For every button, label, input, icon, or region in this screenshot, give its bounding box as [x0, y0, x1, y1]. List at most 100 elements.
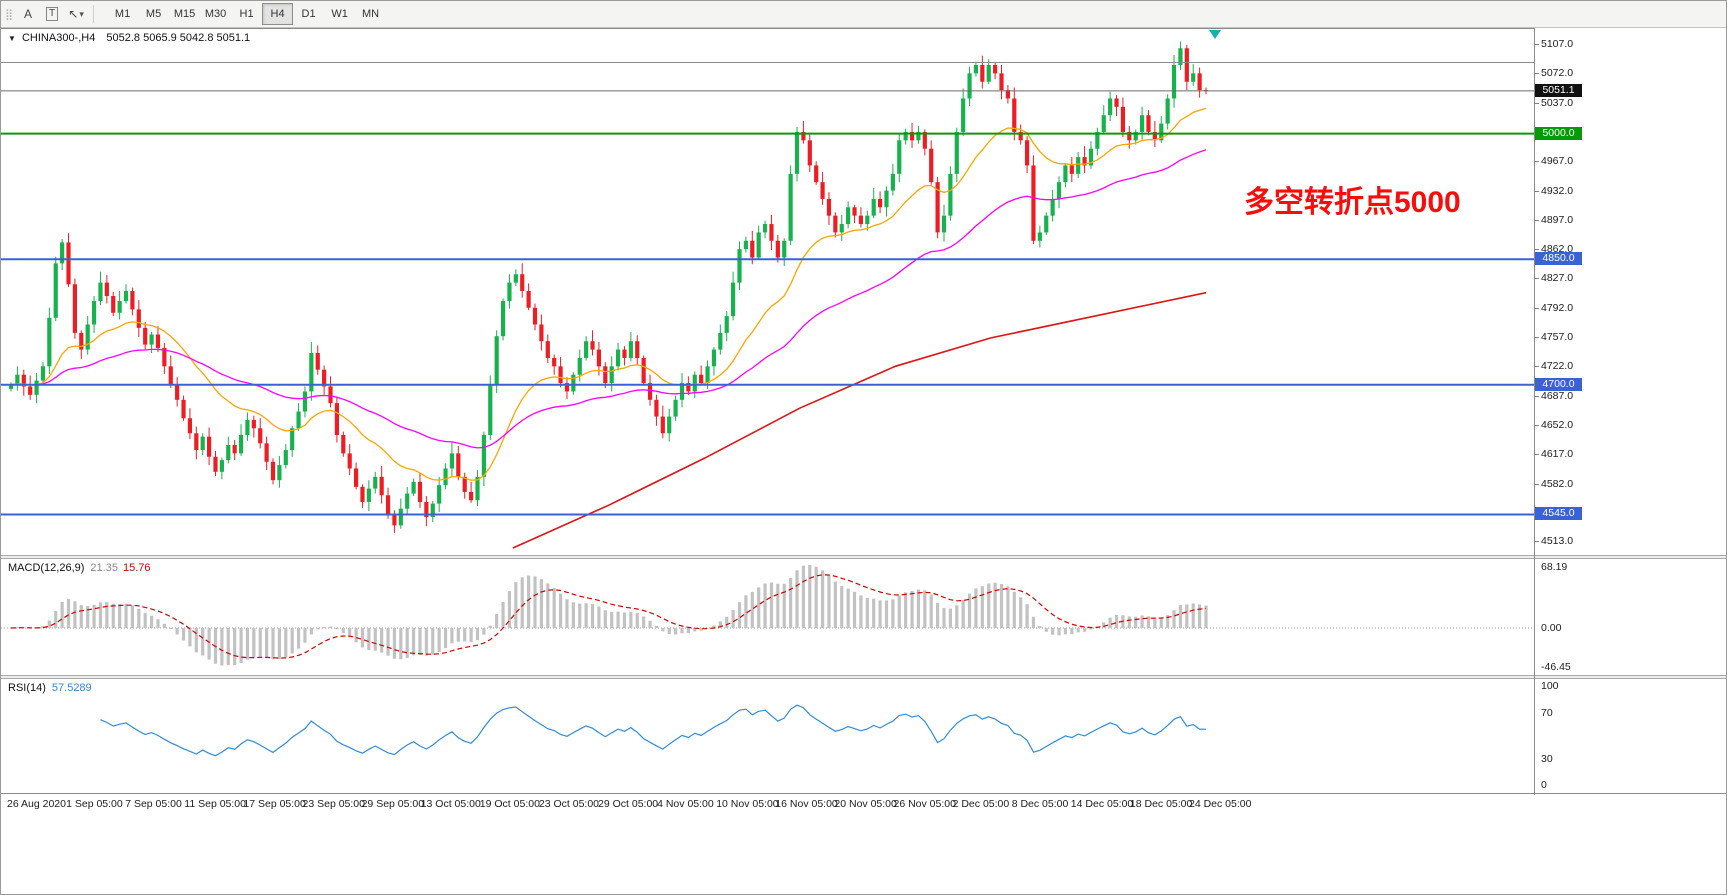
chart-header: ▼ CHINA300-,H4 5052.8 5065.9 5042.8 5051…: [8, 32, 250, 44]
rsi-panel-surface[interactable]: [1, 679, 1534, 793]
time-label: 8 Dec 05:00: [1011, 798, 1069, 810]
text-tool-icon: A: [24, 7, 33, 21]
price-tick-mark: [1534, 278, 1539, 280]
chart-shift-marker-icon[interactable]: [1209, 30, 1221, 39]
rsi-axis-label: 30: [1541, 752, 1553, 765]
time-label: 18 Dec 05:00: [1129, 798, 1193, 810]
timeframe-button-m1[interactable]: M1: [114, 8, 131, 20]
time-label: 2 Dec 05:00: [952, 798, 1010, 810]
price-tick-label: 5037.0: [1541, 96, 1574, 109]
price-tick-mark: [1534, 454, 1539, 456]
time-label: 24 Dec 05:00: [1189, 798, 1252, 810]
price-tick-label: 4582.0: [1541, 477, 1574, 490]
timeframe-button-m5[interactable]: M5: [145, 8, 162, 20]
time-label: 1 Sep 05:00: [66, 798, 123, 810]
time-label: 19 Oct 05:00: [479, 798, 540, 810]
panel-splitter[interactable]: [1, 675, 1726, 679]
price-tick-label: 4862.0: [1541, 243, 1574, 256]
macd-name: MACD(12,26,9): [8, 562, 85, 574]
price-tick-mark: [1534, 219, 1539, 221]
chart-text-annotation: 多空转折点5000: [1244, 186, 1461, 219]
symbol-title: CHINA300-,H4: [21, 32, 96, 44]
timeframe-group: M1 M5 M15 M30 H1 H4 D1 W1 MN: [107, 3, 386, 25]
frame-tool-icon: T: [46, 7, 59, 21]
macd-signal-value: 15.76: [122, 562, 151, 574]
timeframe-button-h4[interactable]: H4: [262, 3, 294, 25]
arrow-tool-icon: ↖: [68, 7, 79, 21]
time-label: 16 Nov 05:00: [775, 798, 838, 810]
timeframe-button-m30[interactable]: M30: [204, 8, 227, 20]
macd-panel-surface[interactable]: [1, 559, 1534, 675]
price-tick-mark: [1534, 483, 1539, 485]
price-tick-label: 4722.0: [1541, 360, 1574, 373]
time-label: 26 Aug 2020: [7, 798, 66, 810]
time-axis[interactable]: 26 Aug 2020 1 Sep 05:00 7 Sep 05:00 11 Sep …: [1, 795, 1534, 817]
rsi-axis-label: 70: [1541, 707, 1553, 720]
time-label: 13 Oct 05:00: [420, 798, 481, 810]
macd-axis-label: 68.19: [1541, 561, 1568, 573]
timeframe-button-w1[interactable]: W1: [331, 8, 348, 20]
rsi-axis-label: 0: [1541, 779, 1547, 791]
rsi-value: 57.5289: [51, 682, 92, 694]
price-tick-mark: [1534, 337, 1539, 339]
price-tick-label: 4792.0: [1541, 301, 1574, 314]
price-tick-label: 4617.0: [1541, 448, 1574, 461]
chevron-down-icon: ▾: [79, 8, 84, 19]
time-label: 11 Sep 05:00: [184, 798, 246, 810]
time-label: 7 Sep 05:00: [125, 798, 182, 810]
chart-top-border: [1, 28, 1534, 29]
macd-axis-label: -46.45: [1541, 661, 1571, 673]
price-tick-label: 4897.0: [1541, 213, 1574, 226]
macd-label: MACD(12,26,9) 21.35 15.76: [8, 562, 150, 574]
price-tick-label: 4827.0: [1541, 272, 1574, 285]
price-axis-separator: [1534, 28, 1535, 795]
text-tool-button[interactable]: A: [17, 3, 39, 25]
price-badge-4700.0: 4700.0: [1535, 377, 1582, 391]
price-tick-label: 4513.0: [1541, 535, 1574, 548]
time-label: 23 Oct 05:00: [538, 798, 600, 810]
price-tick-mark: [1534, 249, 1539, 251]
price-badge-4850.0: 4850.0: [1535, 252, 1582, 266]
price-tick-mark: [1534, 161, 1539, 163]
price-tick-mark: [1534, 307, 1539, 309]
time-label: 4 Nov 05:00: [657, 798, 714, 810]
price-tick-label: 4687.0: [1541, 389, 1574, 402]
timeframe-button-h1[interactable]: H1: [239, 8, 254, 20]
time-label: 10 Nov 05:00: [716, 798, 779, 810]
price-tick-mark: [1534, 44, 1539, 46]
price-tick-label: 4652.0: [1541, 418, 1574, 431]
price-tick-mark: [1534, 366, 1539, 368]
toolbar: ⣿ A T ↖ ▾ M1 M5 M15 M30 H1 H4 D1 W1 MN: [1, 1, 1726, 28]
frame-tool-button[interactable]: T: [41, 3, 63, 25]
ohlc-values: 5052.8 5065.9 5042.8 5051.1: [106, 32, 251, 44]
rsi-label: RSI(14) 57.5289: [8, 682, 92, 694]
price-badge-5051.1: 5051.1: [1535, 83, 1582, 97]
time-label: 17 Sep 05:00: [243, 798, 306, 810]
price-tick-mark: [1534, 541, 1539, 543]
rsi-axis-label: 100: [1541, 680, 1559, 692]
time-label: 14 Dec 05:00: [1070, 798, 1134, 810]
timeframe-button-mn[interactable]: MN: [362, 8, 380, 20]
price-tick-mark: [1534, 424, 1539, 426]
price-tick-mark: [1534, 395, 1539, 397]
price-tick-mark: [1534, 73, 1539, 75]
toolbar-separator: [93, 5, 95, 23]
macd-main-value: 21.35: [90, 562, 118, 574]
price-tick-mark: [1534, 190, 1539, 192]
time-label: 29 Sep 05:00: [361, 798, 425, 810]
collapse-arrow-icon[interactable]: ▼: [8, 34, 16, 43]
price-tick-mark: [1534, 102, 1539, 104]
price-tick-label: 4967.0: [1541, 155, 1574, 168]
timeframe-button-d1[interactable]: D1: [301, 8, 316, 20]
toolbar-drag-handle[interactable]: ⣿: [5, 8, 14, 21]
time-label: 23 Sep 05:00: [302, 798, 365, 810]
main-chart-surface[interactable]: [1, 29, 1534, 553]
price-badge-4545.0: 4545.0: [1535, 507, 1582, 521]
panel-splitter[interactable]: [1, 555, 1726, 559]
timeframe-button-m15[interactable]: M15: [173, 8, 196, 20]
arrow-tool-button[interactable]: ↖ ▾: [65, 3, 87, 25]
time-label: 29 Oct 05:00: [598, 798, 659, 810]
price-tick-label: 4932.0: [1541, 184, 1574, 197]
rsi-name: RSI(14): [8, 682, 46, 694]
